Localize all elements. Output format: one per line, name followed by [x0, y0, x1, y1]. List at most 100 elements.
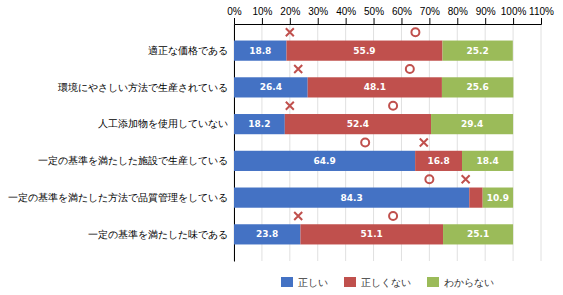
bar	[286, 41, 442, 61]
tick: 0%	[227, 6, 242, 24]
x-marker	[294, 65, 302, 73]
tick-label: 一定の基準を満たした味である	[88, 229, 228, 240]
tick: 一定の基準を満たした施設で生産している	[38, 155, 234, 166]
tick: 100%	[501, 6, 527, 24]
tick-label: 適正な価格である	[148, 45, 228, 56]
bar	[234, 151, 415, 171]
tick: 適正な価格である	[148, 45, 234, 56]
circle-marker	[361, 139, 369, 147]
circle-marker	[425, 175, 433, 183]
data-label: 29.4	[461, 119, 483, 129]
legend-label: 正しい	[298, 277, 328, 288]
grid-line	[541, 24, 542, 261]
data-label: 25.6	[467, 82, 489, 92]
tick-label: 80%	[448, 6, 468, 17]
circle-marker	[406, 65, 414, 73]
legend: 正しい 正しくない わからない	[281, 277, 494, 288]
x-marker	[462, 175, 470, 183]
tick-mark	[429, 18, 430, 24]
legend-label: わからない	[444, 277, 494, 288]
bar	[234, 41, 286, 61]
tick: 40%	[336, 6, 356, 24]
data-label: 84.3	[341, 193, 363, 203]
bar	[483, 188, 513, 208]
tick-label: 一定の基準を満たした施設で生産している	[38, 155, 228, 166]
data-label: 51.1	[361, 229, 383, 239]
bar	[442, 77, 513, 97]
tick-label: 70%	[420, 6, 440, 17]
x-marker	[286, 28, 294, 36]
legend-item: わからない	[427, 277, 494, 288]
tick: 10%	[252, 6, 272, 24]
tick-label: 110%	[529, 6, 554, 17]
tick: 一定の基準を満たした味である	[88, 229, 234, 240]
tick-mark	[262, 18, 263, 24]
data-label: 55.9	[353, 46, 375, 56]
legend-swatch	[344, 277, 356, 287]
legend-item: 正しい	[281, 277, 328, 288]
data-label: 23.8	[256, 229, 278, 239]
data-label: 48.1	[364, 82, 386, 92]
circle-marker	[411, 28, 419, 36]
bar	[234, 114, 285, 134]
tick: 一定の基準を満たした方法で品質管理をしている	[8, 192, 234, 203]
tick-label: 人工添加物を使用していない	[98, 118, 228, 129]
x-marker	[294, 212, 302, 220]
tick: 人工添加物を使用していない	[98, 118, 234, 129]
tick: 80%	[448, 6, 468, 24]
legend-swatch	[281, 277, 293, 287]
tick-label: 30%	[308, 6, 328, 17]
bar-series	[285, 41, 483, 245]
bar	[285, 114, 431, 134]
tick-label: 90%	[476, 6, 496, 17]
bar	[469, 188, 482, 208]
bar	[234, 224, 300, 244]
marks	[234, 28, 513, 244]
data-label: 64.9	[313, 156, 335, 166]
data-label: 16.8	[427, 156, 449, 166]
tick-mark	[485, 18, 486, 24]
legend-item: 正しくない	[344, 277, 411, 288]
data-labels: 18.826.418.264.984.323.855.948.152.416.8…	[248, 46, 509, 240]
data-label: 10.9	[487, 193, 509, 203]
bar-series	[234, 41, 469, 245]
data-label: 25.1	[467, 229, 489, 239]
bar	[300, 224, 443, 244]
bar	[442, 41, 512, 61]
x-axis: 0%10%20%30%40%50%60%70%80%90%100%110%	[227, 6, 554, 25]
tick-label: 一定の基準を満たした方法で品質管理をしている	[8, 192, 228, 203]
data-label: 18.2	[248, 119, 270, 129]
bar	[234, 188, 469, 208]
bar	[443, 224, 513, 244]
axis-line	[235, 18, 542, 25]
tick-mark	[401, 18, 402, 24]
tick: 110%	[529, 6, 554, 24]
x-marker	[420, 139, 428, 147]
bar	[234, 77, 308, 97]
data-label: 52.4	[347, 119, 369, 129]
marker-series	[361, 28, 433, 220]
legend-swatch	[427, 277, 439, 287]
bar-series	[431, 41, 513, 245]
tick: 環境にやさしい方法で生産されている	[58, 82, 234, 93]
tick: 20%	[280, 6, 300, 24]
x-marker	[286, 102, 294, 110]
data-label: 18.8	[249, 46, 271, 56]
bar	[415, 151, 462, 171]
bar	[431, 114, 513, 134]
plot: 0%10%20%30%40%50%60%70%80%90%100%110%適正な…	[8, 6, 554, 262]
tick-mark	[457, 18, 458, 24]
tick: 90%	[476, 6, 496, 24]
chart: 0%10%20%30%40%50%60%70%80%90%100%110%適正な…	[0, 0, 563, 295]
tick-label: 20%	[280, 6, 300, 17]
tick: 50%	[364, 6, 384, 24]
data-label: 25.2	[467, 46, 489, 56]
tick-mark	[290, 18, 291, 24]
tick-label: 環境にやさしい方法で生産されている	[58, 82, 228, 93]
tick-mark	[513, 18, 514, 24]
tick-label: 10%	[252, 6, 272, 17]
tick: 70%	[420, 6, 440, 24]
tick-label: 40%	[336, 6, 356, 17]
tick-label: 100%	[501, 6, 527, 17]
tick-label: 50%	[364, 6, 384, 17]
